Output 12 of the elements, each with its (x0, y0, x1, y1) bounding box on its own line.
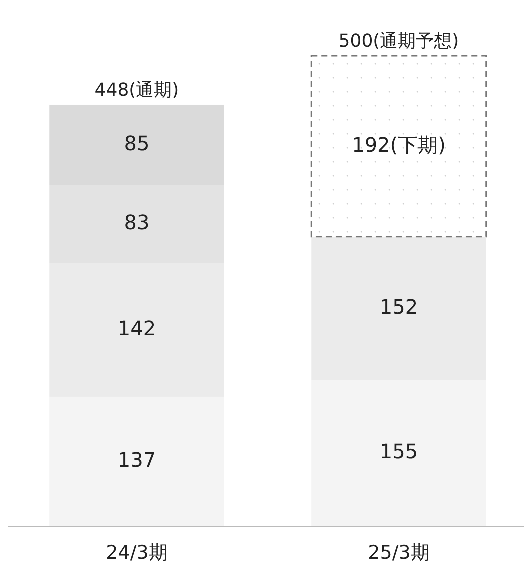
data-label: 85 (124, 131, 150, 156)
total-label: 500(通期予想) (338, 30, 460, 52)
data-label: 142 (118, 316, 156, 341)
data-label: 83 (124, 210, 150, 235)
data-label: 152 (380, 294, 418, 319)
bar (310, 55, 488, 238)
data-label: 192(下期) (352, 132, 446, 157)
data-label: 155 (380, 439, 418, 464)
x-tick-label: 25/3期 (368, 542, 430, 564)
x-tick-label: 24/3期 (106, 542, 168, 564)
data-label: 137 (118, 448, 156, 472)
total-label: 448(通期) (94, 80, 180, 101)
